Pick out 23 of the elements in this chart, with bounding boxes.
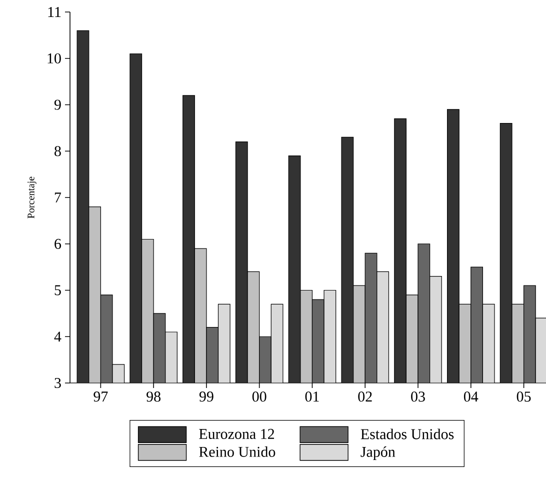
x-tick-label: 98 <box>146 392 160 402</box>
x-tick-label: 04 <box>464 392 478 402</box>
y-axis-title: Porcentaje <box>28 176 36 218</box>
x-tick-label: 97 <box>94 392 108 402</box>
x-tick-label: 02 <box>358 392 372 402</box>
x-tick-label: 00 <box>252 392 266 402</box>
y-tick-label: 10 <box>48 53 61 64</box>
legend-label: Eurozona 12 <box>199 428 274 439</box>
y-tick-label: 11 <box>48 7 61 17</box>
y-tick-label: 3 <box>54 378 61 388</box>
x-tick-label: 05 <box>516 392 531 402</box>
x-tick-label: 01 <box>305 392 319 402</box>
x-tick-label: 99 <box>199 392 214 402</box>
y-tick-label: 7 <box>54 192 62 202</box>
y-tick-label: 8 <box>54 146 61 156</box>
legend-label: Reino Unido <box>199 446 276 457</box>
y-tick-label: 5 <box>54 285 61 296</box>
legend-label: Japón <box>360 446 396 460</box>
x-tick-label: 03 <box>411 392 425 402</box>
y-tick-label: 9 <box>54 100 61 110</box>
legend-label: Estados Unidos <box>360 428 454 440</box>
y-tick-label: 4 <box>54 332 62 342</box>
y-tick-label: 6 <box>54 238 62 249</box>
